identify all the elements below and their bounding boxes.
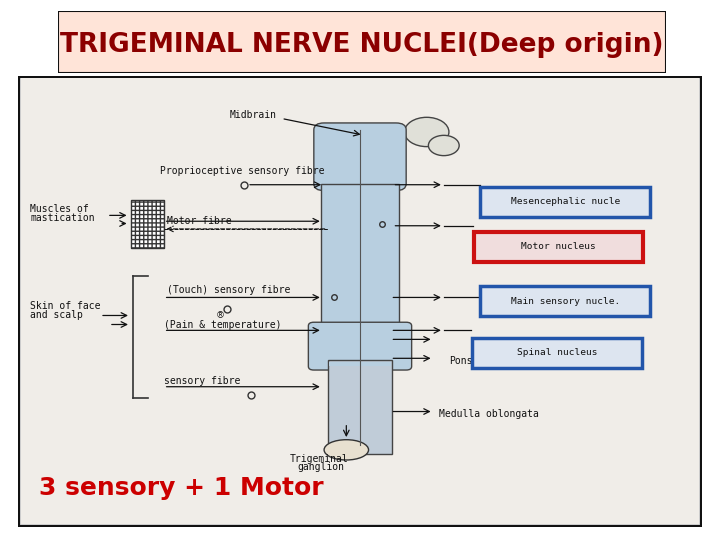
FancyBboxPatch shape <box>320 184 400 328</box>
Text: Mesencephalic nucle: Mesencephalic nucle <box>510 197 620 206</box>
Text: 3 sensory + 1 Motor: 3 sensory + 1 Motor <box>39 476 323 500</box>
Text: Pons: Pons <box>449 355 472 366</box>
FancyBboxPatch shape <box>472 338 642 368</box>
Text: TRIGEMINAL NERVE NUCLEI(Deep origin): TRIGEMINAL NERVE NUCLEI(Deep origin) <box>60 32 664 58</box>
FancyBboxPatch shape <box>480 187 650 217</box>
Bar <box>329 362 391 367</box>
FancyBboxPatch shape <box>474 232 643 262</box>
Text: (Pain & temperature): (Pain & temperature) <box>163 320 282 330</box>
Text: mastication: mastication <box>30 213 95 223</box>
FancyBboxPatch shape <box>480 286 650 316</box>
Text: Muscles of: Muscles of <box>30 204 89 214</box>
FancyBboxPatch shape <box>314 123 406 191</box>
Text: Medulla oblongata: Medulla oblongata <box>438 409 539 419</box>
Text: Motor fibre: Motor fibre <box>167 216 232 226</box>
Text: Proprioceptive sensory fibre: Proprioceptive sensory fibre <box>161 166 325 176</box>
Text: ®: ® <box>215 311 225 320</box>
Ellipse shape <box>405 117 449 147</box>
Text: Trigeminal: Trigeminal <box>290 454 349 464</box>
Ellipse shape <box>324 440 369 460</box>
Text: and scalp: and scalp <box>30 309 84 320</box>
Text: (Touch) sensory fibre: (Touch) sensory fibre <box>167 285 290 295</box>
Text: Main sensory nucle.: Main sensory nucle. <box>510 296 620 306</box>
Text: ganglion: ganglion <box>297 462 344 472</box>
Bar <box>131 200 163 248</box>
Text: Motor nucleus: Motor nucleus <box>521 242 595 252</box>
Text: Skin of face: Skin of face <box>30 301 101 310</box>
Bar <box>328 360 392 454</box>
Text: sensory fibre: sensory fibre <box>163 376 240 386</box>
Text: Midbrain: Midbrain <box>230 110 277 120</box>
Bar <box>131 200 163 248</box>
FancyBboxPatch shape <box>308 322 412 370</box>
Ellipse shape <box>428 136 459 156</box>
Text: Spinal nucleus: Spinal nucleus <box>517 348 598 357</box>
